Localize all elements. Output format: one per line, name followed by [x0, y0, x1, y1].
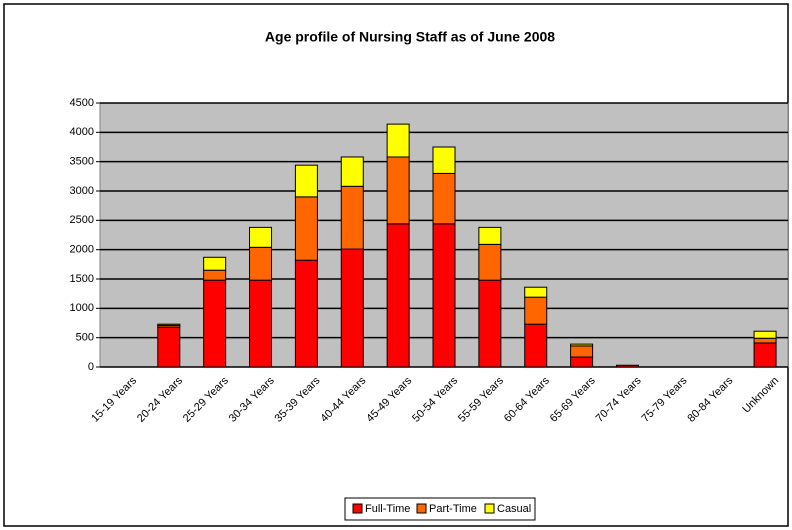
bar-segment: [524, 323, 548, 368]
chart-title: Age profile of Nursing Staff as of June …: [265, 29, 555, 45]
bar-segment: [478, 243, 502, 281]
bar-segment: [432, 172, 456, 225]
y-tick-label: 4500: [70, 97, 94, 109]
bar-segment: [478, 226, 502, 245]
bar-segment: [570, 356, 594, 368]
bar-segment: [294, 164, 318, 198]
legend-label: Full-Time: [365, 503, 410, 515]
bar-segment: [478, 279, 502, 368]
bar-segment: [570, 343, 594, 347]
y-tick-label: 0: [88, 361, 94, 373]
legend-swatch: [416, 503, 427, 514]
y-tick-label: 4000: [70, 126, 94, 138]
y-tick-label: 3000: [70, 185, 94, 197]
bar-segment: [203, 269, 227, 281]
bar-segment: [432, 223, 456, 368]
bar-segment: [570, 345, 594, 358]
legend-label: Part-Time: [429, 503, 477, 515]
bar-segment: [340, 248, 364, 368]
bar-segment: [294, 196, 318, 261]
bar-segment: [203, 256, 227, 271]
y-tick-label: 3500: [70, 156, 94, 168]
bar-segment: [524, 286, 548, 298]
y-tick-label: 2000: [70, 244, 94, 256]
bar-segment: [157, 323, 181, 326]
bar-segment: [340, 156, 364, 187]
bar-segment: [386, 156, 410, 225]
bar-segment: [157, 326, 181, 368]
y-tick-label: 500: [76, 332, 94, 344]
bar-segment: [294, 259, 318, 368]
bar-segment: [753, 337, 777, 344]
y-tick-label: 1000: [70, 302, 94, 314]
bar-segment: [524, 296, 548, 325]
y-tick-label: 1500: [70, 273, 94, 285]
legend-swatch: [352, 503, 363, 514]
bar-segment: [753, 342, 777, 368]
bar-segment: [340, 185, 364, 250]
bar-segment: [249, 246, 273, 281]
bar-segment: [249, 226, 273, 248]
bar-segment: [432, 146, 456, 174]
legend-swatch: [484, 503, 495, 514]
legend-label: Casual: [497, 503, 531, 515]
y-tick-label: 2500: [70, 214, 94, 226]
bar-segment: [615, 364, 639, 368]
bar-segment: [386, 123, 410, 158]
bar-segment: [753, 330, 777, 339]
bar-segment: [386, 223, 410, 368]
bar-segment: [249, 279, 273, 368]
bar-segment: [203, 279, 227, 368]
